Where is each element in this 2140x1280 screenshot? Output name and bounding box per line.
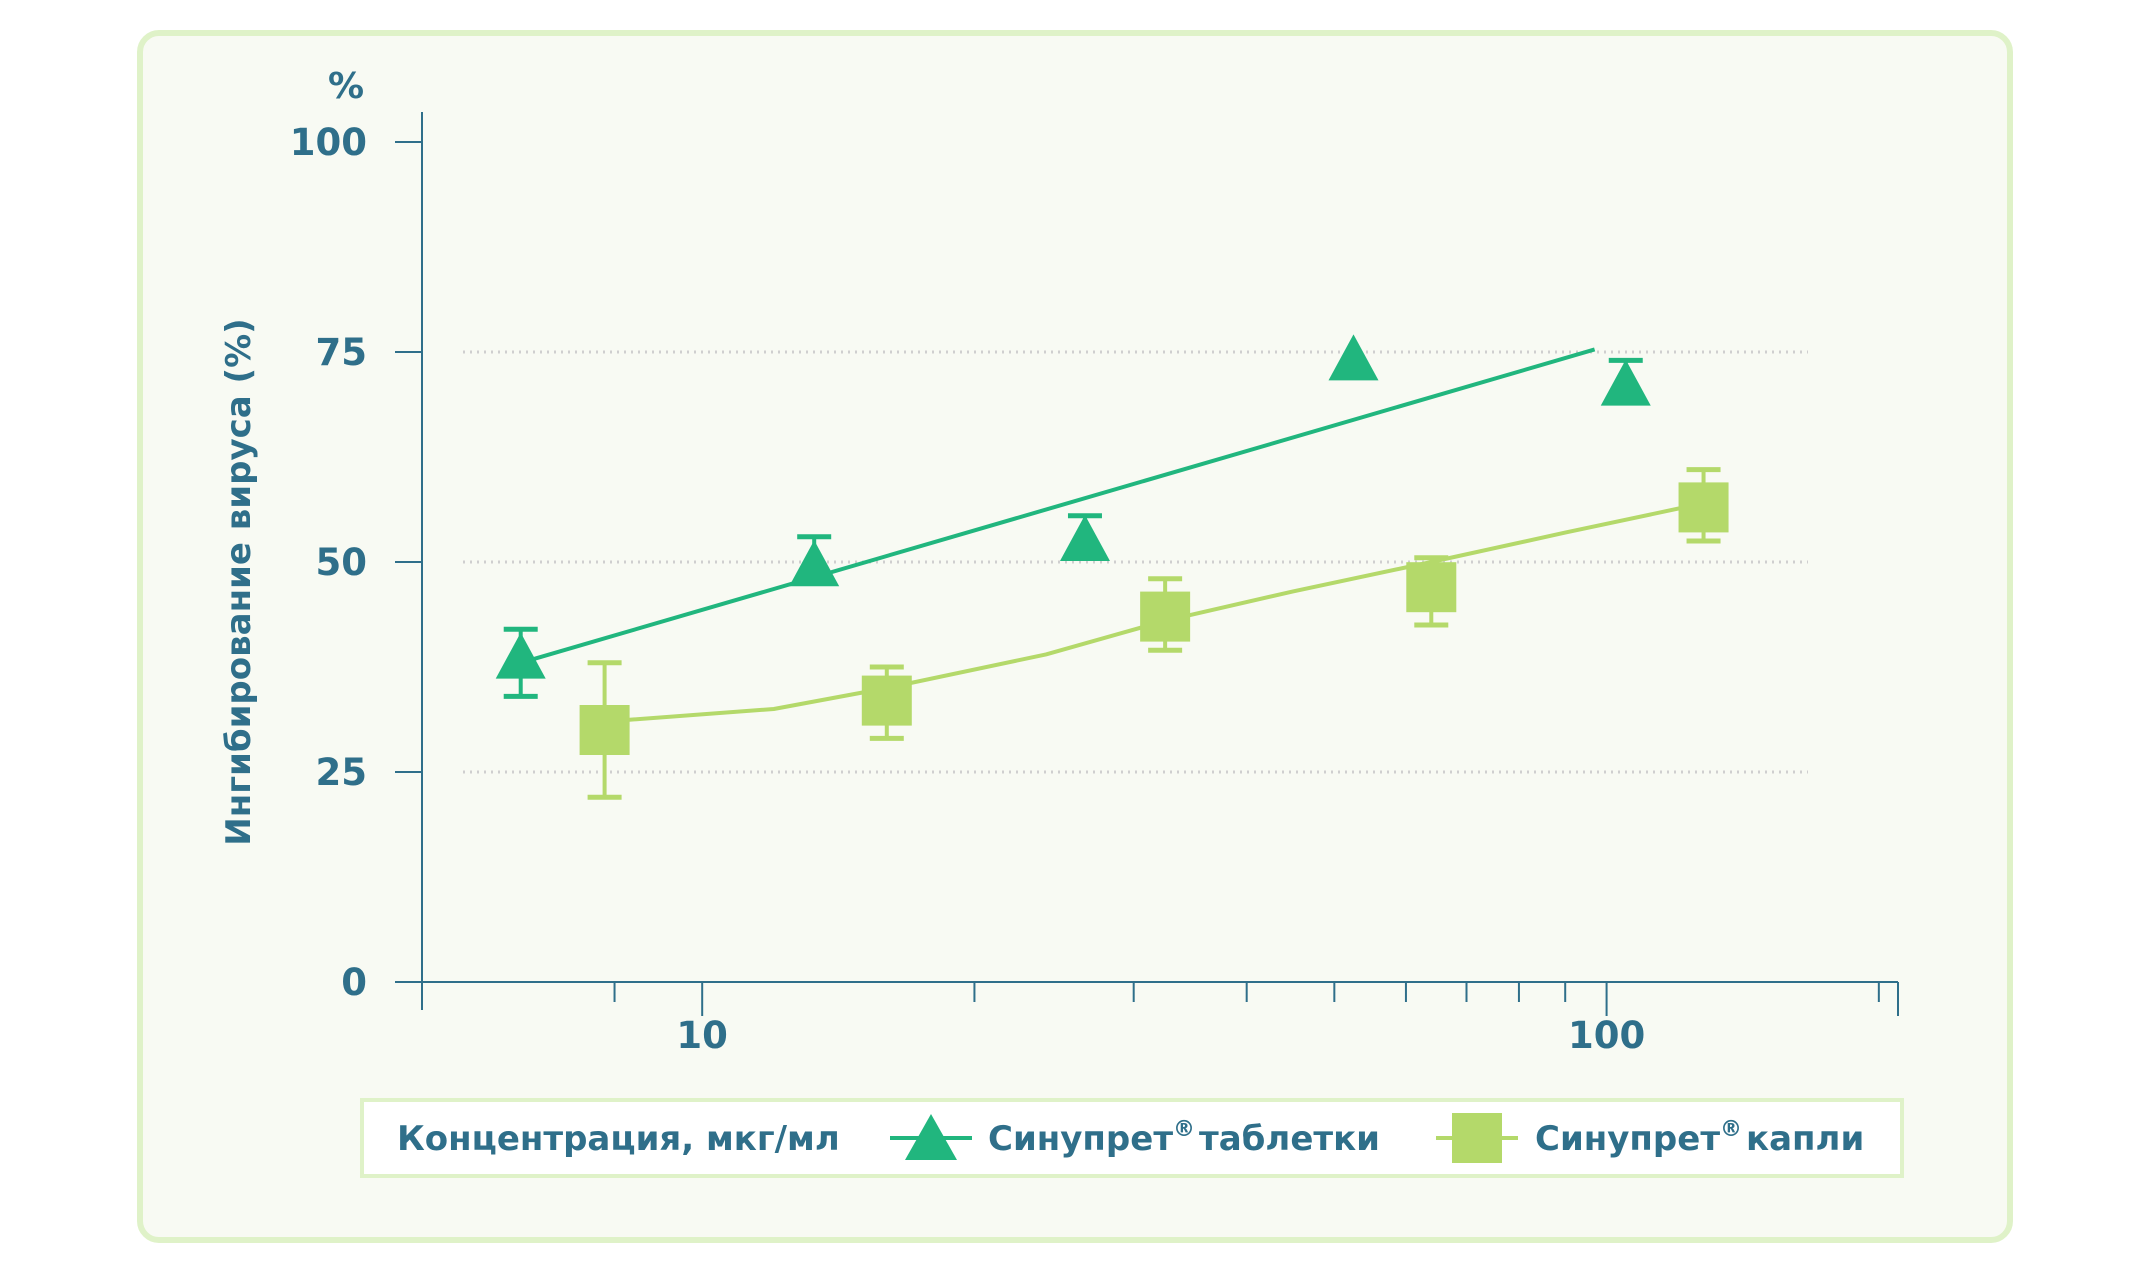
legend-drops-label: Синупрет® капли bbox=[1535, 1117, 1864, 1159]
data-point bbox=[1678, 482, 1729, 533]
y-axis-unit: % bbox=[328, 66, 364, 107]
data-point bbox=[1140, 591, 1191, 642]
legend-drops-marker bbox=[1452, 1113, 1502, 1163]
axes bbox=[421, 112, 1898, 1010]
legend-drops-tail: капли bbox=[1746, 1119, 1864, 1159]
legend-tablets-main: Синупрет bbox=[988, 1119, 1173, 1159]
data-point bbox=[579, 705, 630, 755]
data-point bbox=[1059, 515, 1110, 561]
grid-lines bbox=[463, 350, 1808, 774]
series-drops bbox=[579, 467, 1729, 800]
series bbox=[495, 334, 1729, 800]
legend-box bbox=[360, 1098, 1904, 1178]
x-tick-label: 10 bbox=[676, 1014, 728, 1057]
legend-drops-main: Синупрет bbox=[1535, 1119, 1720, 1159]
x-axis-title: Концентрация, мкг/мл bbox=[397, 1119, 840, 1159]
series-tablets bbox=[495, 334, 1651, 699]
data-point bbox=[789, 540, 840, 587]
data-point bbox=[1328, 334, 1379, 381]
chart-card bbox=[137, 30, 2013, 1243]
x-tick-label: 100 bbox=[1568, 1014, 1645, 1057]
legend-tablets-tail: таблетки bbox=[1199, 1119, 1380, 1159]
y-tick-label: 100 bbox=[290, 121, 367, 164]
legend-tablets-label: Синупрет® таблетки bbox=[988, 1117, 1380, 1159]
y-tick-label: 75 bbox=[316, 331, 368, 374]
legend-entry-tablets: Синупрет® таблетки bbox=[890, 1114, 1380, 1160]
legend-entry-drops: Синупрет® капли bbox=[1436, 1113, 1864, 1163]
data-point bbox=[1406, 562, 1457, 613]
data-point bbox=[1600, 359, 1651, 406]
fit-line bbox=[520, 347, 1596, 665]
data-point bbox=[495, 632, 546, 679]
legend-tablets-sup: ® bbox=[1173, 1117, 1195, 1142]
data-point bbox=[861, 675, 912, 726]
legend-drops-sup: ® bbox=[1720, 1117, 1742, 1142]
y-tick-label: 0 bbox=[341, 961, 367, 1004]
y-tick-label: 50 bbox=[316, 541, 368, 584]
axis-ticks: 0 25 50 75 100 10 100 bbox=[290, 121, 1899, 1057]
legend: Концентрация, мкг/мл Синупрет® таблетки С… bbox=[360, 1098, 1904, 1178]
legend-tablets-marker bbox=[905, 1114, 957, 1160]
y-tick-label: 25 bbox=[316, 751, 368, 794]
y-axis-title: Ингибирование вируса (%) bbox=[219, 318, 259, 845]
